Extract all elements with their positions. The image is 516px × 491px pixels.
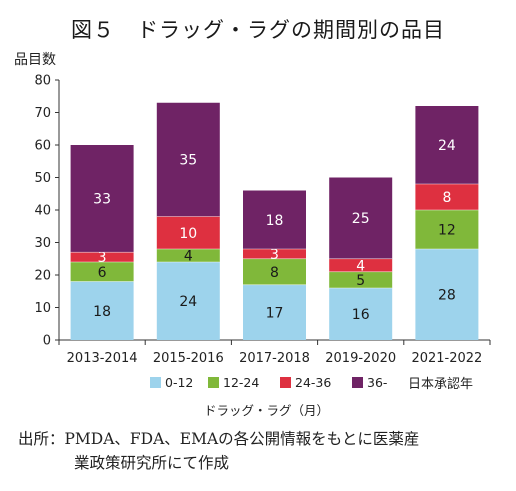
- y-tick-label: 70: [34, 106, 51, 121]
- bar-segment: [70, 145, 134, 253]
- y-tick-label: 40: [34, 204, 51, 219]
- bar-value-label: 4: [184, 249, 193, 265]
- bar-value-label: 17: [266, 305, 284, 321]
- bar-segment: [415, 184, 479, 210]
- bar-value-label: 18: [266, 213, 284, 229]
- bar-value-label: 18: [93, 304, 111, 320]
- legend-swatch: [150, 377, 161, 388]
- legend-item: 12-24: [208, 375, 259, 391]
- legend-swatch: [352, 377, 363, 388]
- bar-segment: [415, 210, 479, 249]
- bar-value-label: 4: [356, 258, 365, 274]
- x-tick-label: 2017-2018: [239, 351, 310, 366]
- y-axis-label: 品目数: [14, 52, 56, 68]
- bar-value-label: 3: [270, 247, 279, 263]
- bar-value-label: 25: [352, 211, 370, 227]
- bar-value-label: 3: [98, 250, 107, 266]
- bar-segment: [329, 177, 393, 259]
- legend-title: ドラッグ・ラグ（月）: [204, 403, 330, 418]
- legend-swatch: [208, 377, 219, 388]
- y-tick-label: 30: [34, 236, 51, 251]
- x-tick-label: 2019-2020: [325, 351, 396, 366]
- bar-value-label: 10: [179, 226, 197, 242]
- bar-value-label: 6: [98, 265, 107, 281]
- y-tick-label: 0: [43, 334, 51, 349]
- bar-segment: [243, 190, 306, 249]
- legend-swatch: [280, 377, 291, 388]
- x-tick-label: 2015-2016: [153, 351, 224, 366]
- x-tick-label: 2021-2022: [411, 351, 482, 366]
- legend-item: 0-12: [150, 375, 193, 391]
- bar-value-label: 35: [179, 153, 197, 169]
- x-axis-label: 日本承認年: [408, 377, 474, 392]
- bar-value-label: 33: [93, 192, 111, 208]
- y-tick-label: 60: [34, 139, 51, 154]
- source-note: 出所：PMDA、FDA、EMAの各公開情報をもとに医薬産 業政策研究所にて作成: [18, 427, 508, 475]
- bar-value-label: 24: [438, 138, 456, 154]
- y-tick-label: 50: [34, 171, 51, 186]
- legend-label: 0-12: [165, 375, 194, 390]
- bar-segment: [70, 262, 134, 282]
- bar-segment: [156, 249, 220, 262]
- bar-segment: [243, 258, 306, 285]
- bar-segment: [70, 252, 134, 262]
- legend: 0-12 12-24 24-36 36-: [150, 372, 510, 394]
- bar-segment: [329, 258, 393, 272]
- bar-segment: [243, 249, 306, 259]
- chart-title: 図５ ドラッグ・ラグの期間別の品目: [71, 18, 445, 42]
- bar-value-label: 12: [438, 223, 456, 239]
- y-tick-label: 80: [34, 74, 51, 89]
- legend-label: 12-24: [223, 375, 260, 390]
- legend-label: 24-36: [295, 375, 332, 390]
- source-line-2: 業政策研究所にて作成: [74, 454, 230, 472]
- bar-value-label: 5: [356, 273, 365, 289]
- bar-segment: [329, 271, 393, 288]
- source-line-1: 出所：PMDA、FDA、EMAの各公開情報をもとに医薬産: [18, 430, 420, 448]
- bar-segment: [70, 281, 134, 340]
- bar-segment: [156, 262, 220, 340]
- y-tick-label: 20: [34, 269, 51, 284]
- bar-value-label: 8: [442, 190, 451, 206]
- bar-value-label: 24: [179, 294, 197, 310]
- bar-segment: [243, 284, 306, 340]
- bar-segment: [156, 102, 220, 217]
- bar-segment: [415, 249, 479, 340]
- bar-value-label: 28: [438, 288, 456, 304]
- bar-segment: [415, 106, 479, 184]
- bar-segment: [156, 216, 220, 249]
- legend-label: 36-: [367, 375, 388, 390]
- x-tick-label: 2013-2014: [67, 351, 138, 366]
- bar-segment: [329, 288, 393, 340]
- bar-value-label: 8: [270, 265, 279, 281]
- bar-value-label: 16: [352, 307, 370, 323]
- legend-item: 36-: [352, 375, 387, 391]
- legend-item: 24-36: [280, 375, 331, 391]
- y-tick-label: 10: [34, 301, 51, 316]
